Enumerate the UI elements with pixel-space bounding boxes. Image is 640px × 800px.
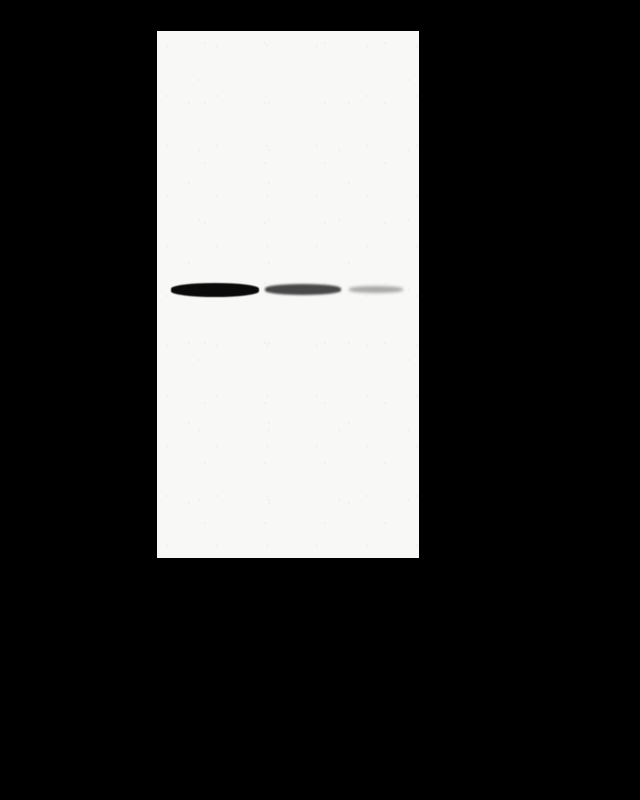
dot-icon <box>432 544 438 550</box>
watermark-text: hellobio <box>451 529 523 555</box>
western-blot-panel <box>157 31 419 558</box>
dot-icon <box>432 535 438 541</box>
dot-icon <box>441 535 447 541</box>
brand-watermark: hellobio <box>432 529 523 555</box>
blot-band-2 <box>265 284 341 295</box>
blot-band-1 <box>171 283 259 297</box>
watermark-logo-dots <box>432 535 447 550</box>
dot-icon <box>441 544 447 550</box>
blot-band-3 <box>349 286 403 293</box>
